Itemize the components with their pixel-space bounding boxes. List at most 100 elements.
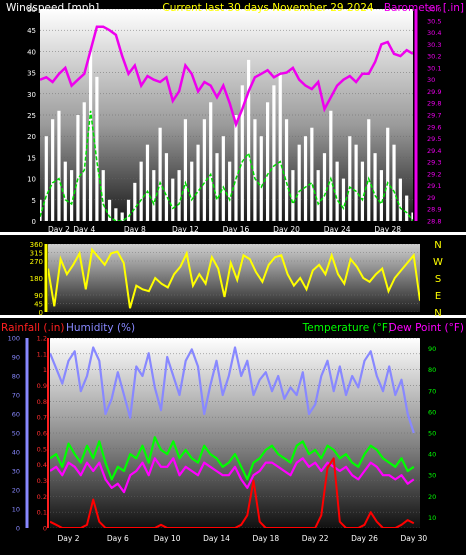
climate-x-tick: Day 22 [302, 534, 329, 543]
wind-y-tick: 45 [27, 27, 36, 35]
wind-gust-bar [107, 199, 112, 221]
temperature-y-tick: 10 [428, 514, 436, 522]
wind-gust-bar [329, 110, 333, 221]
wind-gust-bar [253, 119, 257, 221]
wind-gust-bar [272, 85, 276, 221]
wind-x-tick: Day 2 [48, 225, 70, 234]
climate-plot-area [50, 338, 420, 528]
rainfall-y-tick: 0.2 [37, 493, 47, 501]
wind-gust-bar [228, 161, 232, 221]
barometer-y-tick: 30.4 [427, 29, 441, 37]
wind-gust-bar [101, 170, 105, 221]
wind-gust-bar [398, 178, 402, 221]
rainfall-y-tick: 0.8 [37, 398, 47, 406]
rainfall-y-tick: 0.1 [37, 509, 47, 517]
wind-gust-bar [316, 170, 320, 221]
compass-label: W [433, 257, 443, 268]
direction-y-tick: 90 [34, 292, 43, 300]
temperature-y-tick: 80 [428, 366, 436, 374]
climate-x-tick: Day 26 [351, 534, 378, 543]
barometer-title: Barometer [.in] [384, 2, 464, 14]
wind-gust-bar [190, 161, 194, 221]
barometer-y-tick: 29.5 [427, 135, 441, 143]
wind-gust-bar [291, 170, 295, 221]
barometer-y-tick: 29.3 [427, 159, 441, 167]
wind-gust-bar [202, 119, 206, 221]
humidity-y-tick: 70 [12, 392, 20, 400]
wind-gust-bar [120, 212, 124, 221]
direction-y-tick: 270 [30, 258, 43, 266]
barometer-y-tick: 29.1 [427, 182, 441, 190]
wind-gust-bar [360, 161, 365, 221]
rainfall-y-tick: 0.4 [37, 461, 47, 469]
rainfall-y-tick: 0 [43, 525, 47, 533]
rainfall-y-tick: 0.7 [37, 414, 47, 422]
rainfall-y-tick: 0.3 [37, 477, 47, 485]
wind-gust-bar [51, 119, 55, 221]
wind-gust-bar [145, 144, 150, 221]
direction-y-tick: 360 [30, 241, 43, 249]
wind-title: Windspeed [mph] [6, 2, 99, 14]
wind-x-tick: Day 4 [73, 225, 95, 234]
rainfall-title: Rainfall (.in) [1, 322, 64, 334]
humidity-y-tick: 60 [12, 411, 20, 419]
barometer-y-tick: 30.3 [427, 41, 441, 49]
wind-gust-bar [196, 144, 200, 221]
period-title: Current last 30 days November 29 2024 [162, 2, 374, 14]
humidity-line [50, 346, 415, 434]
humidity-y-tick: 0 [16, 525, 20, 533]
temperature-y-tick: 20 [428, 493, 436, 501]
direction-y-tick: 315 [30, 250, 43, 258]
rainfall-y-tick: 1 [43, 366, 47, 374]
rainfall-y-tick: 0.6 [37, 430, 47, 438]
barometer-y-tick: 29.7 [427, 112, 441, 120]
barometer-y-tick: 29.8 [427, 100, 441, 108]
wind-gust-bar [88, 51, 93, 221]
wind-x-tick: Day 24 [324, 225, 351, 234]
wind-gust-bar [265, 102, 270, 221]
compass-label: N [434, 308, 441, 319]
wind-gust-bar [114, 208, 118, 221]
wind-gust-bar [177, 170, 181, 221]
barometer-y-tick: 29.2 [427, 170, 441, 178]
wind-y-tick: 5 [32, 197, 36, 205]
rainfall-y-tick: 1.2 [37, 335, 47, 343]
wind-x-tick: Day 28 [374, 225, 401, 234]
temperature-y-tick: 50 [428, 430, 436, 438]
direction-y-tick: 45 [34, 301, 43, 309]
wind-gust-bar [354, 144, 358, 221]
wind-gust-bar [95, 76, 99, 221]
rainfall-y-tick: 0.9 [37, 382, 47, 390]
compass-label: S [435, 274, 441, 285]
wind-gust-bar [209, 102, 213, 221]
wind-gust-bar [405, 195, 409, 221]
barometer-y-tick: 29.4 [427, 147, 441, 155]
wind-gust-bar [164, 153, 169, 221]
wind-gust-bar [284, 119, 289, 221]
wind-gust-bar [386, 127, 390, 221]
rainfall-y-tick: 1.1 [37, 350, 47, 358]
barometer-y-tick: 29.6 [427, 123, 441, 131]
humidity-y-tick: 50 [12, 430, 20, 438]
temperature-y-tick: 30 [428, 472, 436, 480]
humidity-y-tick: 20 [12, 487, 20, 495]
wind-gust-bar [303, 136, 308, 221]
humidity-y-tick: 80 [12, 373, 20, 381]
direction-y-tick: 180 [30, 275, 43, 283]
temperature-y-tick: 70 [428, 387, 436, 395]
wind-gust-bar [133, 182, 137, 221]
wind-gust-bar [44, 136, 48, 221]
humidity-y-tick: 90 [12, 354, 20, 362]
barometer-y-tick: 30.2 [427, 53, 441, 61]
humidity-y-tick: 30 [12, 468, 20, 476]
wind-gust-bar [240, 85, 244, 221]
wind-gust-bar [215, 153, 219, 221]
climate-x-tick: Day 6 [107, 534, 129, 543]
wind-y-tick: 10 [27, 176, 36, 184]
wind-x-tick: Day 20 [273, 225, 300, 234]
wind-gust-bar [183, 119, 188, 221]
wind-gust-bar [348, 136, 352, 221]
wind-y-tick: 35 [27, 70, 36, 78]
